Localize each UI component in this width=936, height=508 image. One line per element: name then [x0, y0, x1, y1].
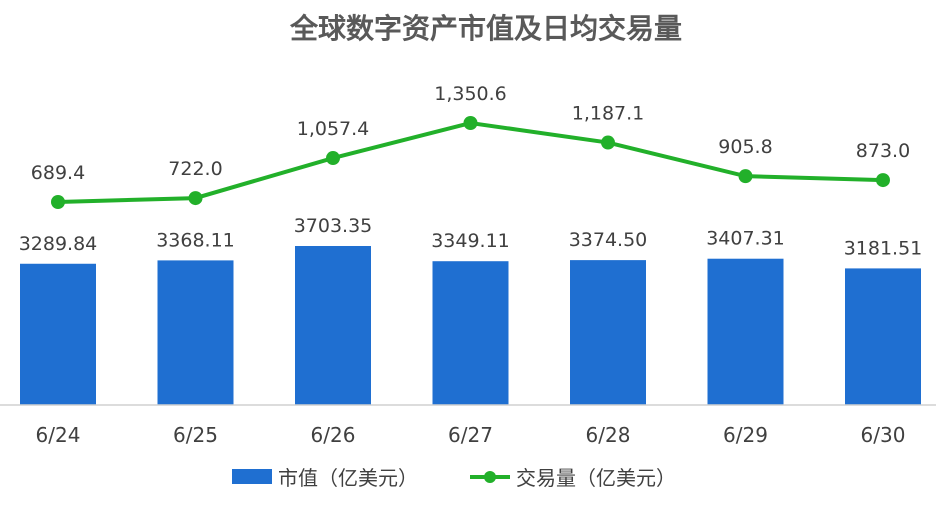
line-point-6-26: [326, 151, 340, 166]
line-point-6-30: [876, 173, 890, 188]
line-value-label: 873.0: [856, 140, 910, 162]
x-tick-label: 6/25: [173, 423, 218, 447]
line-value-label: 905.8: [718, 136, 772, 158]
bar-6-25: [157, 260, 234, 405]
legend: 市值（亿美元） 交易量（亿美元）: [232, 466, 676, 490]
bar-6-26: [295, 246, 371, 405]
line-value-label: 1,350.6: [434, 83, 507, 105]
bar-value-label: 3407.31: [706, 228, 785, 250]
line-value-label: 689.4: [31, 162, 85, 184]
x-tick-label: 6/27: [448, 423, 493, 447]
bar-6-30: [845, 268, 921, 405]
legend-line-label: 交易量（亿美元）: [516, 466, 676, 490]
bar-value-labels: 3289.84 3368.11 3703.35 3349.11 3374.50 3407.…: [19, 215, 923, 259]
line-point-6-25: [188, 191, 203, 206]
legend-bar-label: 市值（亿美元）: [278, 466, 418, 490]
line-value-labels: 689.4 722.0 1,057.4 1,350.6 1,187.1 905.8 873.…: [31, 83, 910, 184]
bar-value-label: 3181.51: [844, 237, 923, 259]
legend-line-marker: [484, 471, 496, 483]
legend-bar-swatch: [232, 469, 272, 484]
bar-6-29: [707, 258, 784, 405]
bar-series: [20, 246, 921, 405]
line-value-label: 1,057.4: [297, 118, 370, 140]
x-tick-label: 6/24: [36, 423, 81, 447]
line-point-6-24: [51, 195, 65, 209]
chart-title: 全球数字资产市值及日均交易量: [289, 12, 682, 45]
line-series-points: [51, 116, 890, 209]
x-tick-label: 6/28: [586, 423, 631, 447]
line-value-label: 722.0: [168, 158, 222, 180]
line-point-6-29: [738, 169, 753, 184]
line-point-6-27: [463, 116, 478, 130]
bar-value-label: 3368.11: [156, 229, 235, 251]
bar-6-27: [432, 261, 509, 405]
bar-6-28: [570, 260, 646, 405]
x-tick-label: 6/30: [861, 423, 906, 447]
line-point-6-28: [601, 135, 615, 150]
bar-value-label: 3289.84: [19, 233, 98, 255]
bar-value-label: 3349.11: [431, 230, 510, 252]
bar-value-label: 3374.50: [569, 229, 648, 251]
x-tick-label: 6/29: [723, 423, 768, 447]
line-value-label: 1,187.1: [572, 103, 645, 125]
x-axis-ticks: 6/24 6/25 6/26 6/27 6/28 6/29 6/30: [36, 423, 906, 447]
x-tick-label: 6/26: [311, 423, 356, 447]
bar-6-24: [20, 263, 96, 405]
bar-value-label: 3703.35: [294, 215, 373, 237]
